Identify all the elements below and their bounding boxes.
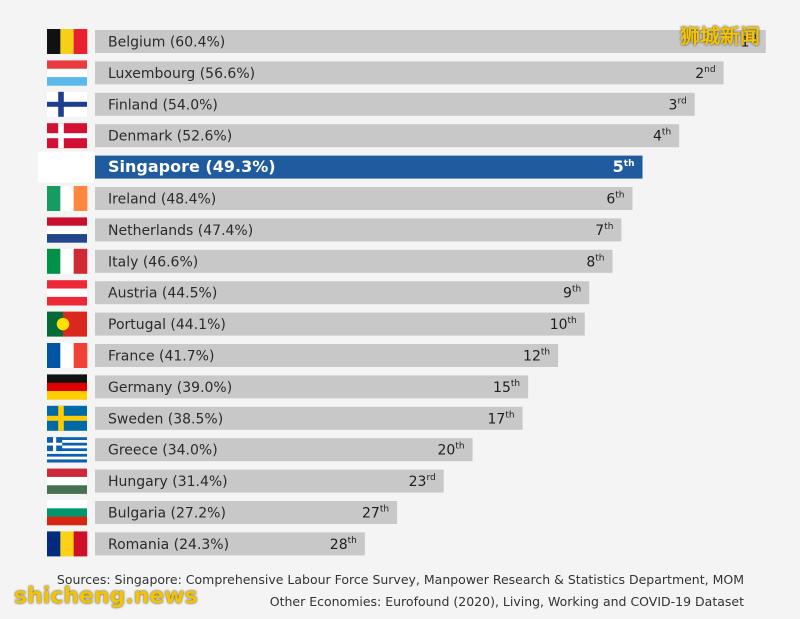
bar-row-belgium: Belgium (60.4%) 1st [47, 29, 766, 54]
flag-bulgaria-icon [47, 500, 87, 526]
rank-label-germany: 15th [493, 379, 520, 396]
rank-label-finland: 3rd [669, 96, 687, 113]
bar-label-italy: Italy (46.6%) [108, 254, 198, 270]
bar-luxembourg [95, 61, 724, 85]
bar-row-portugal: Portugal (44.1%) 10th [47, 311, 585, 337]
bar-singapore [95, 155, 643, 179]
flag-luxembourg-icon [47, 60, 87, 86]
bar-row-france: France (41.7%) 12th [47, 343, 559, 368]
rank-label-bulgaria: 27th [362, 505, 389, 522]
bar-france [95, 344, 559, 367]
rank-label-singapore: 5th [613, 157, 635, 176]
source-note-singapore: Sources: Singapore: Comprehensive Labour… [56, 572, 744, 587]
bar-label-belgium: Belgium (60.4%) [108, 35, 225, 51]
bar-row-denmark: Denmark (52.6%) 4th [47, 123, 680, 149]
flag-france-icon [47, 343, 88, 368]
bar-netherlands [95, 218, 622, 242]
bar-label-singapore: Singapore (49.3%) [108, 157, 276, 176]
rank-label-romania: 28th [330, 536, 357, 553]
bar-denmark [95, 124, 680, 148]
bar-row-sweden: Sweden (38.5%) 17th [47, 405, 523, 431]
flag-belgium-icon [47, 29, 88, 54]
rank-label-sweden: 17th [488, 410, 515, 427]
rank-label-luxembourg: 2nd [695, 65, 715, 82]
flag-ireland-icon [47, 186, 88, 211]
rank-label-belgium: 1st [741, 34, 759, 51]
flag-romania-icon [47, 531, 88, 557]
rank-label-greece: 20th [438, 442, 465, 459]
bar-label-denmark: Denmark (52.6%) [108, 129, 232, 145]
bar-label-austria: Austria (44.5%) [108, 286, 217, 302]
rank-label-hungary: 23rd [409, 473, 436, 490]
flag-germany-icon [47, 374, 87, 400]
bar-row-germany: Germany (39.0%) 15th [47, 374, 529, 400]
bar-greece [95, 438, 473, 462]
flag-italy-icon [47, 248, 88, 274]
rank-label-portugal: 10th [550, 316, 577, 333]
flag-portugal-icon [47, 311, 87, 337]
bar-label-germany: Germany (39.0%) [108, 380, 232, 396]
bar-label-france: France (41.7%) [108, 349, 214, 365]
bar-label-finland: Finland (54.0%) [108, 97, 218, 113]
bar-italy [95, 249, 613, 273]
bar-label-netherlands: Netherlands (47.4%) [108, 223, 253, 239]
bar-label-bulgaria: Bulgaria (27.2%) [108, 506, 226, 522]
bar-label-hungary: Hungary (31.4%) [108, 474, 228, 490]
bar-romania [95, 532, 365, 556]
bar-belgium [95, 30, 766, 53]
bar-row-finland: Finland (54.0%) 3rd [47, 91, 695, 117]
source-note-other-economies: Other Economies: Eurofound (2020), Livin… [269, 594, 744, 609]
flag-denmark-icon [47, 123, 87, 149]
bar-label-romania: Romania (24.3%) [108, 537, 229, 553]
bar-row-singapore: Singapore (49.3%) 5th [38, 151, 643, 183]
bar-bulgaria [95, 501, 398, 524]
bar-label-portugal: Portugal (44.1%) [108, 317, 226, 333]
flag-austria-icon [47, 280, 87, 306]
bar-finland [95, 92, 695, 116]
bar-portugal [95, 312, 585, 336]
rank-label-austria: 9th [563, 285, 581, 302]
bar-ireland [95, 187, 633, 210]
bar-austria [95, 281, 590, 305]
bar-hungary [95, 469, 444, 493]
bar-label-luxembourg: Luxembourg (56.6%) [108, 66, 255, 82]
rank-label-netherlands: 7th [595, 222, 613, 239]
flag-greece-icon [47, 437, 87, 463]
rank-label-ireland: 6th [606, 191, 624, 208]
highlight-flag-backdrop [38, 151, 94, 183]
bar-germany [95, 375, 529, 399]
bar-row-austria: Austria (44.5%) 9th [47, 280, 590, 306]
bar-row-italy: Italy (46.6%) 8th [47, 248, 613, 274]
watermark-site-logo: shicheng.news [14, 584, 198, 609]
bar-label-greece: Greece (34.0%) [108, 443, 218, 459]
bar-row-netherlands: Netherlands (47.4%) 7th [47, 217, 622, 243]
bar-row-bulgaria: Bulgaria (27.2%) 27th [47, 500, 398, 526]
bar-row-luxembourg: Luxembourg (56.6%) 2nd [47, 60, 724, 86]
bar-sweden [95, 406, 523, 430]
rank-label-france: 12th [523, 348, 550, 365]
rank-label-italy: 8th [586, 253, 604, 270]
flag-finland-icon [47, 91, 87, 117]
watermark-chinese-logo: 狮城新闻 [680, 24, 760, 48]
flag-netherlands-icon [47, 217, 87, 243]
bar-row-romania: Romania (24.3%) 28th [47, 531, 365, 557]
bar-row-hungary: Hungary (31.4%) 23rd [47, 468, 444, 494]
flag-sweden-icon [47, 405, 87, 431]
bar-row-greece: Greece (34.0%) 20th [47, 437, 473, 463]
flag-hungary-icon [47, 468, 87, 494]
bar-label-sweden: Sweden (38.5%) [108, 411, 223, 427]
bar-label-ireland: Ireland (48.4%) [108, 192, 216, 208]
rank-label-denmark: 4th [653, 128, 671, 145]
bar-row-ireland: Ireland (48.4%) 6th [47, 186, 633, 211]
